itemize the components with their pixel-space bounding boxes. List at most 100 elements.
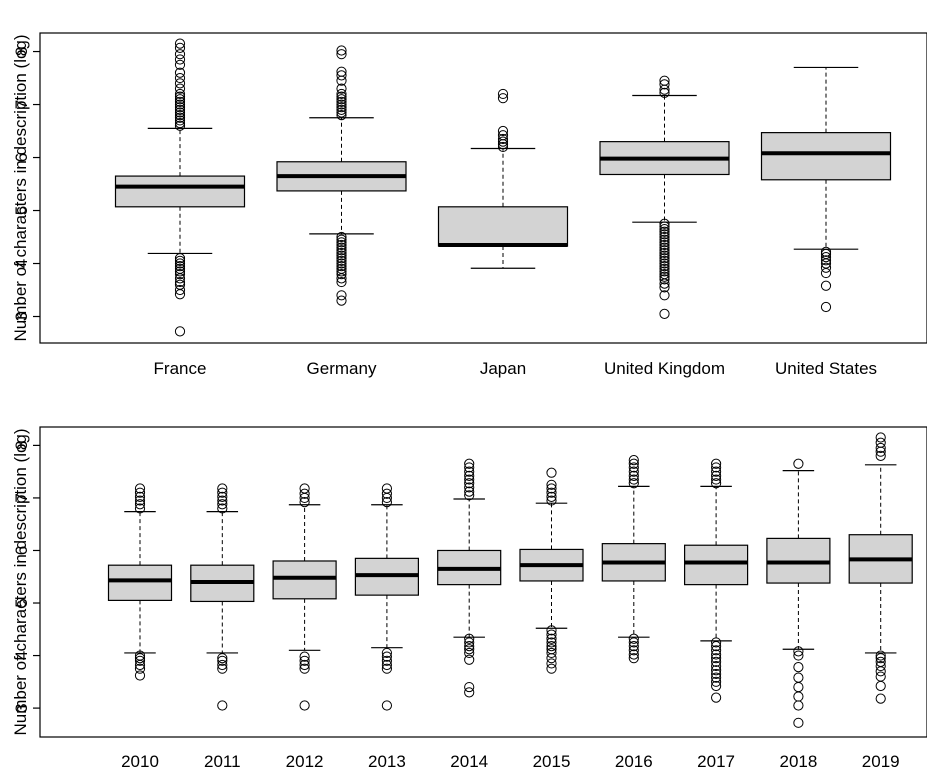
y-axis-label: Number of characters in description (log… bbox=[11, 428, 30, 735]
outlier-point bbox=[659, 245, 670, 256]
outlier-point bbox=[336, 263, 347, 274]
outlier-point bbox=[659, 308, 670, 319]
outlier-point bbox=[628, 455, 639, 466]
outlier-point bbox=[820, 252, 832, 263]
outlier-point bbox=[659, 226, 670, 237]
outlier-point bbox=[659, 266, 670, 277]
outlier-point bbox=[546, 641, 557, 652]
outlier-point bbox=[820, 262, 832, 273]
outlier-point bbox=[464, 486, 475, 497]
outlier-point bbox=[659, 263, 670, 274]
y-tick-label: 8 bbox=[12, 441, 31, 450]
outlier-point bbox=[134, 503, 146, 514]
x-tick-label: United States bbox=[775, 359, 877, 378]
x-tick-label: 2019 bbox=[862, 752, 900, 771]
outlier-point bbox=[628, 462, 639, 473]
outlier-point bbox=[217, 499, 228, 510]
iqr-box bbox=[114, 175, 246, 208]
box-germany bbox=[276, 45, 407, 306]
outlier-point bbox=[820, 267, 832, 279]
outlier-point bbox=[659, 79, 670, 90]
outlier-point bbox=[336, 239, 347, 251]
outlier-point bbox=[217, 655, 228, 666]
outlier-point bbox=[628, 649, 639, 660]
outlier-point bbox=[820, 255, 832, 266]
outlier-point bbox=[174, 107, 186, 118]
outlier-point bbox=[711, 470, 722, 481]
outlier-point bbox=[174, 78, 186, 89]
outlier-point bbox=[464, 681, 475, 693]
box-2014 bbox=[437, 458, 502, 698]
iqr-box bbox=[437, 206, 569, 247]
outlier-point bbox=[875, 671, 886, 682]
outlier-point bbox=[336, 247, 347, 259]
outlier-point bbox=[299, 663, 310, 674]
outlier-point bbox=[174, 255, 186, 266]
outlier-point bbox=[336, 83, 347, 94]
outlier-point bbox=[174, 72, 186, 84]
outlier-point bbox=[659, 239, 670, 251]
outlier-point bbox=[659, 229, 670, 240]
outlier-point bbox=[711, 645, 722, 656]
outlier-point bbox=[659, 231, 670, 243]
outlier-point bbox=[711, 680, 722, 692]
outlier-point bbox=[134, 670, 146, 681]
outlier-point bbox=[174, 112, 186, 123]
outlier-point bbox=[546, 479, 557, 490]
outlier-point bbox=[464, 466, 475, 477]
outlier-point bbox=[659, 271, 670, 282]
outlier-point bbox=[174, 59, 186, 70]
outlier-point bbox=[793, 662, 804, 673]
outlier-point bbox=[174, 120, 186, 131]
outlier-point bbox=[875, 437, 886, 448]
outlier-point bbox=[546, 495, 557, 506]
outlier-point bbox=[336, 91, 347, 102]
box-2019 bbox=[848, 432, 913, 704]
outlier-point bbox=[174, 326, 186, 337]
outlier-point bbox=[793, 691, 804, 702]
outlier-point bbox=[875, 650, 886, 661]
outlier-point bbox=[336, 261, 347, 272]
outlier-point bbox=[174, 67, 186, 78]
outlier-point bbox=[464, 458, 475, 469]
outlier-point bbox=[134, 655, 146, 666]
x-tick-label: 2017 bbox=[697, 752, 735, 771]
outlier-point bbox=[336, 66, 347, 77]
outlier-point bbox=[659, 221, 670, 232]
x-tick-label: 2014 bbox=[450, 752, 488, 771]
outlier-point bbox=[659, 242, 670, 253]
iqr-box bbox=[760, 132, 892, 181]
x-tick-label: 2013 bbox=[368, 752, 406, 771]
outlier-point bbox=[793, 458, 804, 469]
x-tick-label: Germany bbox=[307, 359, 377, 378]
outlier-point bbox=[381, 647, 392, 659]
outlier-point bbox=[336, 49, 347, 60]
outlier-point bbox=[546, 491, 557, 502]
outlier-point bbox=[174, 99, 186, 110]
outlier-point bbox=[174, 38, 186, 49]
outlier-point bbox=[628, 466, 639, 477]
outlier-point bbox=[628, 653, 639, 664]
outlier-point bbox=[336, 295, 347, 306]
outlier-point bbox=[793, 650, 804, 661]
outlier-point bbox=[464, 644, 475, 655]
outlier-point bbox=[546, 625, 557, 636]
outlier-point bbox=[174, 49, 186, 60]
iqr-box bbox=[683, 544, 749, 586]
outlier-point bbox=[659, 237, 670, 248]
outlier-point bbox=[546, 644, 557, 655]
outlier-point bbox=[711, 641, 722, 652]
outlier-point bbox=[174, 279, 186, 290]
x-tick-label: United Kingdom bbox=[604, 359, 725, 378]
outlier-point bbox=[217, 483, 228, 494]
outlier-point bbox=[464, 478, 475, 489]
outlier-point bbox=[174, 284, 186, 296]
box-2017 bbox=[683, 458, 749, 703]
outlier-point bbox=[336, 94, 347, 105]
outlier-point bbox=[497, 125, 509, 137]
box-united-kingdom bbox=[599, 75, 730, 319]
outlier-point bbox=[217, 663, 228, 674]
y-axis-label: Number of characters in description (log… bbox=[11, 34, 30, 341]
x-tick-label: 2015 bbox=[533, 752, 571, 771]
